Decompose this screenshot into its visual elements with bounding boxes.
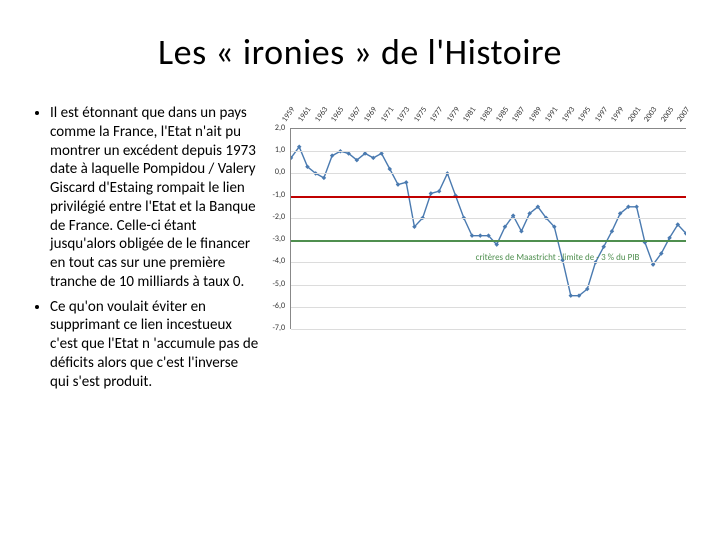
plot-area (290, 128, 686, 329)
chart-legend: critères de Maastricht : limite de - 3 %… (476, 252, 640, 263)
content-row: Il est étonnant que dans un pays comme l… (30, 104, 690, 397)
bullet-1: Il est étonnant que dans un pays comme l… (50, 104, 260, 292)
deficit-chart: 1959196119631965196719691971197319751977… (265, 104, 690, 354)
page-title: Les « ironies » de l'Histoire (30, 30, 690, 74)
x-axis-labels: 1959196119631965196719691971197319751977… (290, 104, 690, 124)
slide: Les « ironies » de l'Histoire Il est éto… (0, 0, 720, 540)
bullet-list: Il est étonnant que dans un pays comme l… (30, 104, 260, 397)
line-series (291, 129, 686, 329)
chart-container: 1959196119631965196719691971197319751977… (265, 104, 690, 354)
bullet-2: Ce qu'on voulait éviter en supprimant ce… (50, 298, 260, 392)
